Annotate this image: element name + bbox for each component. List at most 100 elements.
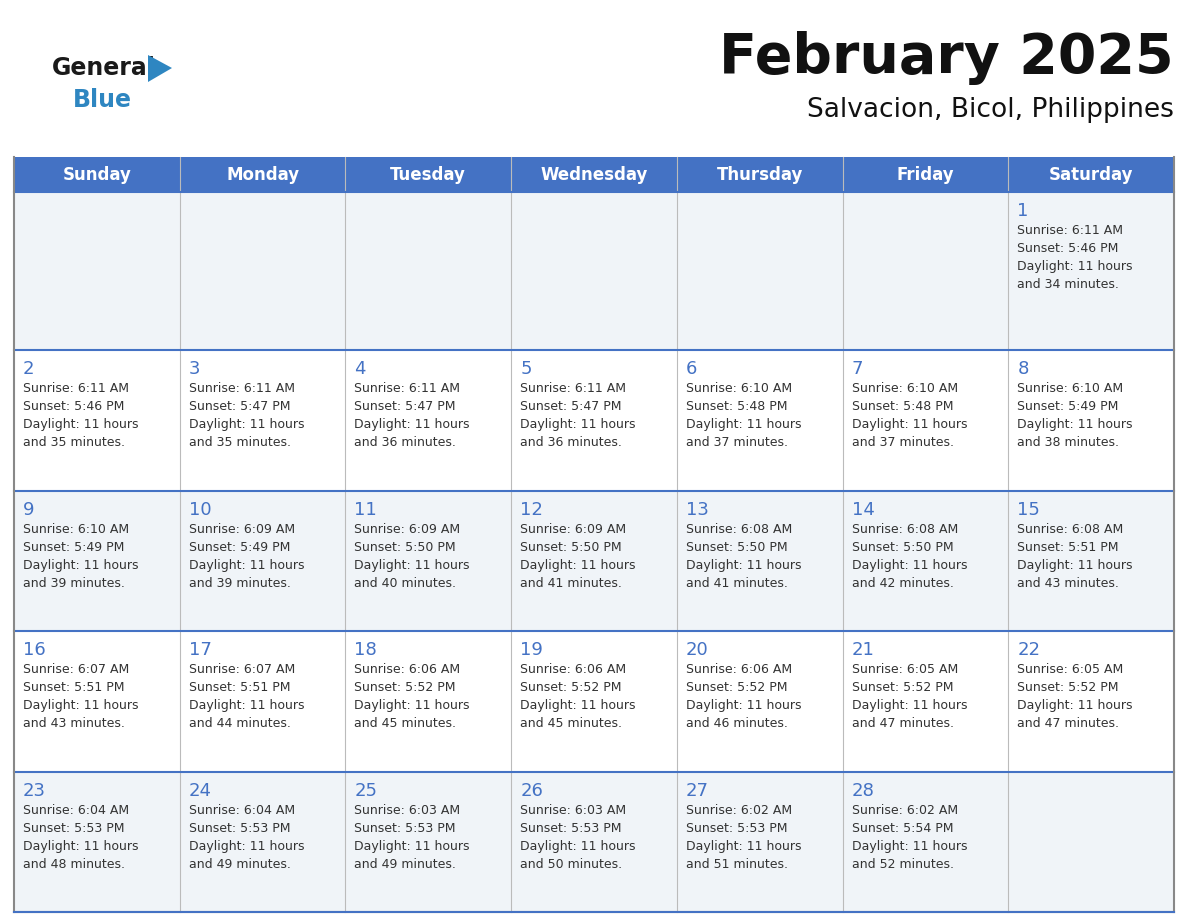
- Text: Sunrise: 6:11 AM: Sunrise: 6:11 AM: [1017, 224, 1124, 237]
- Text: Friday: Friday: [897, 165, 954, 184]
- Text: Sunset: 5:50 PM: Sunset: 5:50 PM: [685, 541, 788, 554]
- Text: Daylight: 11 hours: Daylight: 11 hours: [852, 559, 967, 572]
- Text: Daylight: 11 hours: Daylight: 11 hours: [189, 700, 304, 712]
- Text: Sunset: 5:46 PM: Sunset: 5:46 PM: [1017, 242, 1119, 255]
- Text: Daylight: 11 hours: Daylight: 11 hours: [685, 700, 802, 712]
- Text: and 46 minutes.: and 46 minutes.: [685, 717, 788, 730]
- Text: Sunrise: 6:11 AM: Sunrise: 6:11 AM: [354, 383, 461, 396]
- Text: 14: 14: [852, 501, 874, 519]
- Text: Daylight: 11 hours: Daylight: 11 hours: [189, 419, 304, 431]
- Text: 15: 15: [1017, 501, 1041, 519]
- Text: Daylight: 11 hours: Daylight: 11 hours: [189, 559, 304, 572]
- Text: 3: 3: [189, 361, 201, 378]
- Text: Sunrise: 6:06 AM: Sunrise: 6:06 AM: [520, 663, 626, 677]
- Text: Sunset: 5:47 PM: Sunset: 5:47 PM: [354, 400, 456, 413]
- Text: Sunrise: 6:03 AM: Sunrise: 6:03 AM: [520, 803, 626, 817]
- Text: Sunset: 5:53 PM: Sunset: 5:53 PM: [520, 822, 621, 834]
- Text: Salvacion, Bicol, Philippines: Salvacion, Bicol, Philippines: [807, 97, 1174, 123]
- Text: 19: 19: [520, 641, 543, 659]
- Text: and 49 minutes.: and 49 minutes.: [354, 857, 456, 870]
- Text: Sunrise: 6:09 AM: Sunrise: 6:09 AM: [189, 522, 295, 536]
- Text: Sunset: 5:53 PM: Sunset: 5:53 PM: [23, 822, 125, 834]
- Text: Daylight: 11 hours: Daylight: 11 hours: [354, 559, 470, 572]
- Text: and 35 minutes.: and 35 minutes.: [189, 436, 291, 450]
- Text: Sunrise: 6:11 AM: Sunrise: 6:11 AM: [189, 383, 295, 396]
- Text: Sunrise: 6:06 AM: Sunrise: 6:06 AM: [685, 663, 792, 677]
- Text: Sunrise: 6:04 AM: Sunrise: 6:04 AM: [23, 803, 129, 817]
- Text: Sunset: 5:53 PM: Sunset: 5:53 PM: [685, 822, 788, 834]
- Text: 13: 13: [685, 501, 709, 519]
- Text: Sunrise: 6:10 AM: Sunrise: 6:10 AM: [23, 522, 129, 536]
- Text: and 47 minutes.: and 47 minutes.: [852, 717, 954, 730]
- Text: Sunrise: 6:05 AM: Sunrise: 6:05 AM: [852, 663, 958, 677]
- Text: Daylight: 11 hours: Daylight: 11 hours: [23, 700, 139, 712]
- Text: Sunset: 5:51 PM: Sunset: 5:51 PM: [1017, 541, 1119, 554]
- Text: Daylight: 11 hours: Daylight: 11 hours: [1017, 559, 1133, 572]
- Text: Sunrise: 6:08 AM: Sunrise: 6:08 AM: [1017, 522, 1124, 536]
- Text: and 37 minutes.: and 37 minutes.: [685, 436, 788, 450]
- Text: Sunrise: 6:09 AM: Sunrise: 6:09 AM: [354, 522, 461, 536]
- Text: Daylight: 11 hours: Daylight: 11 hours: [520, 840, 636, 853]
- Text: and 41 minutes.: and 41 minutes.: [520, 577, 623, 589]
- Text: Sunrise: 6:11 AM: Sunrise: 6:11 AM: [520, 383, 626, 396]
- Text: Sunset: 5:52 PM: Sunset: 5:52 PM: [685, 681, 788, 694]
- Text: 20: 20: [685, 641, 708, 659]
- Text: and 35 minutes.: and 35 minutes.: [23, 436, 125, 450]
- Text: 23: 23: [23, 781, 46, 800]
- Text: and 36 minutes.: and 36 minutes.: [354, 436, 456, 450]
- Text: Thursday: Thursday: [716, 165, 803, 184]
- Text: Sunrise: 6:11 AM: Sunrise: 6:11 AM: [23, 383, 129, 396]
- Text: Sunrise: 6:06 AM: Sunrise: 6:06 AM: [354, 663, 461, 677]
- Text: Monday: Monday: [226, 165, 299, 184]
- Text: and 48 minutes.: and 48 minutes.: [23, 857, 125, 870]
- Text: Sunrise: 6:03 AM: Sunrise: 6:03 AM: [354, 803, 461, 817]
- Text: Sunrise: 6:05 AM: Sunrise: 6:05 AM: [1017, 663, 1124, 677]
- Text: Sunrise: 6:10 AM: Sunrise: 6:10 AM: [685, 383, 792, 396]
- Text: 28: 28: [852, 781, 874, 800]
- Text: Sunset: 5:47 PM: Sunset: 5:47 PM: [520, 400, 621, 413]
- Text: 11: 11: [354, 501, 377, 519]
- Text: 1: 1: [1017, 202, 1029, 220]
- Text: and 49 minutes.: and 49 minutes.: [189, 857, 291, 870]
- Text: 10: 10: [189, 501, 211, 519]
- Text: Tuesday: Tuesday: [391, 165, 466, 184]
- Text: Sunrise: 6:04 AM: Sunrise: 6:04 AM: [189, 803, 295, 817]
- Text: Daylight: 11 hours: Daylight: 11 hours: [1017, 700, 1133, 712]
- Bar: [14, 192, 1174, 351]
- Text: Daylight: 11 hours: Daylight: 11 hours: [23, 419, 139, 431]
- Text: Sunrise: 6:09 AM: Sunrise: 6:09 AM: [520, 522, 626, 536]
- Text: 7: 7: [852, 361, 862, 378]
- Text: Daylight: 11 hours: Daylight: 11 hours: [852, 700, 967, 712]
- Text: 6: 6: [685, 361, 697, 378]
- Text: Sunset: 5:54 PM: Sunset: 5:54 PM: [852, 822, 953, 834]
- Text: Sunset: 5:50 PM: Sunset: 5:50 PM: [354, 541, 456, 554]
- Polygon shape: [148, 55, 172, 82]
- Text: Sunrise: 6:02 AM: Sunrise: 6:02 AM: [685, 803, 792, 817]
- Text: 4: 4: [354, 361, 366, 378]
- Text: Sunset: 5:49 PM: Sunset: 5:49 PM: [189, 541, 290, 554]
- Text: and 41 minutes.: and 41 minutes.: [685, 577, 788, 589]
- Text: 17: 17: [189, 641, 211, 659]
- Text: Sunrise: 6:07 AM: Sunrise: 6:07 AM: [23, 663, 129, 677]
- Text: Sunrise: 6:02 AM: Sunrise: 6:02 AM: [852, 803, 958, 817]
- Text: Sunset: 5:49 PM: Sunset: 5:49 PM: [23, 541, 125, 554]
- Text: and 36 minutes.: and 36 minutes.: [520, 436, 623, 450]
- Bar: [14, 157, 1174, 192]
- Text: Daylight: 11 hours: Daylight: 11 hours: [520, 419, 636, 431]
- Text: Sunset: 5:50 PM: Sunset: 5:50 PM: [520, 541, 621, 554]
- Text: Sunset: 5:52 PM: Sunset: 5:52 PM: [1017, 681, 1119, 694]
- Text: 12: 12: [520, 501, 543, 519]
- Text: Daylight: 11 hours: Daylight: 11 hours: [1017, 260, 1133, 273]
- Text: Sunrise: 6:10 AM: Sunrise: 6:10 AM: [1017, 383, 1124, 396]
- Text: Sunset: 5:52 PM: Sunset: 5:52 PM: [520, 681, 621, 694]
- Text: Sunset: 5:49 PM: Sunset: 5:49 PM: [1017, 400, 1119, 413]
- Text: and 42 minutes.: and 42 minutes.: [852, 577, 954, 589]
- Text: 16: 16: [23, 641, 46, 659]
- Text: Sunrise: 6:08 AM: Sunrise: 6:08 AM: [685, 522, 792, 536]
- Text: and 39 minutes.: and 39 minutes.: [23, 577, 125, 589]
- Text: Daylight: 11 hours: Daylight: 11 hours: [354, 419, 470, 431]
- Text: General: General: [52, 56, 156, 80]
- Text: 24: 24: [189, 781, 211, 800]
- Text: 25: 25: [354, 781, 378, 800]
- Text: and 39 minutes.: and 39 minutes.: [189, 577, 291, 589]
